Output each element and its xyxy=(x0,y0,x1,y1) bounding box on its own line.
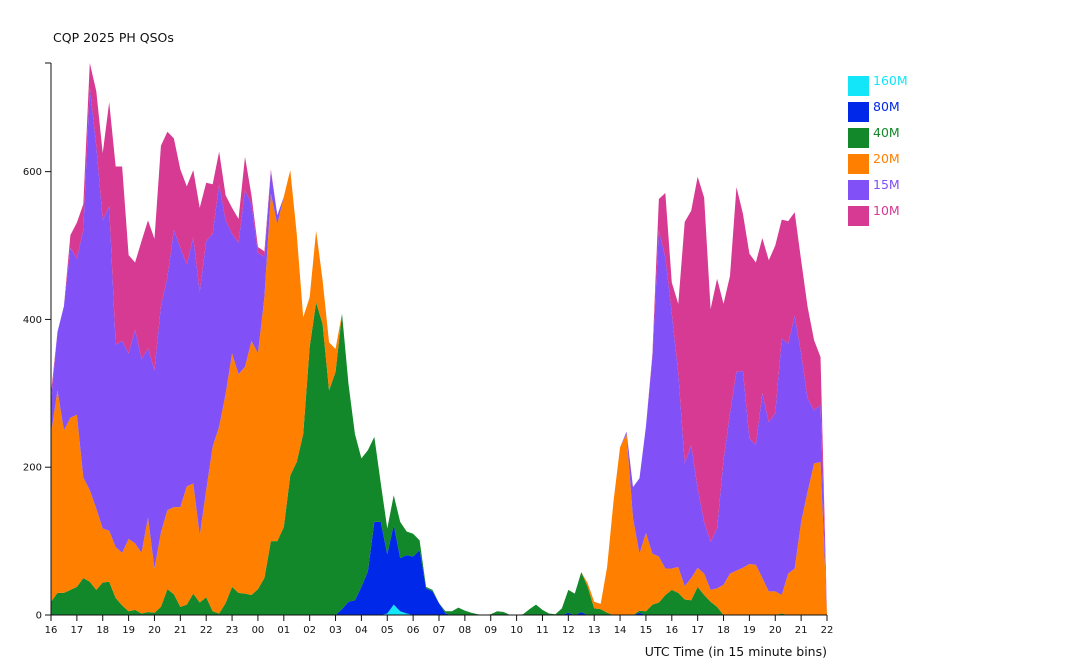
legend-label: 40M xyxy=(873,124,900,140)
legend-label: 15M xyxy=(873,176,900,192)
x-axis-label: UTC Time (in 15 minute bins) xyxy=(644,644,827,659)
chart-title: CQP 2025 PH QSOs xyxy=(53,30,174,45)
x-tick-label: 17 xyxy=(70,625,83,636)
x-tick-label: 08 xyxy=(458,625,471,636)
x-tick-label: 01 xyxy=(277,625,290,636)
legend-item-15m[interactable]: 15M xyxy=(848,177,908,203)
x-tick-label: 23 xyxy=(226,625,239,636)
x-tick-label: 16 xyxy=(665,625,678,636)
x-tick-label: 11 xyxy=(536,625,549,636)
area-series-15m xyxy=(51,87,827,615)
area-series-20m xyxy=(51,170,827,615)
x-tick-label: 21 xyxy=(795,625,808,636)
y-tick-label: 0 xyxy=(36,611,42,622)
legend-item-40m[interactable]: 40M xyxy=(848,125,908,151)
legend-label: 20M xyxy=(873,150,900,166)
x-tick-label: 07 xyxy=(433,625,446,636)
legend-swatch xyxy=(848,180,869,200)
x-tick-label: 19 xyxy=(743,625,756,636)
x-tick-label: 09 xyxy=(484,625,497,636)
x-tick-label: 03 xyxy=(329,625,342,636)
y-tick-label: 600 xyxy=(23,167,42,178)
legend-item-20m[interactable]: 20M xyxy=(848,151,908,177)
legend-label: 160M xyxy=(873,72,908,88)
x-tick-label: 17 xyxy=(691,625,704,636)
legend-item-80m[interactable]: 80M xyxy=(848,99,908,125)
x-tick-label: 19 xyxy=(122,625,135,636)
x-axis: 16 17 18 19 20 21 22 23 00 01 02 03 04 05 06 07 08 09 10 11… xyxy=(45,614,834,636)
legend: 160M 80M 40M 20M 15M 10M xyxy=(848,73,908,229)
legend-swatch xyxy=(848,154,869,174)
x-tick-label: 20 xyxy=(769,625,782,636)
y-tick-label: 200 xyxy=(23,463,42,474)
legend-item-160m[interactable]: 160M xyxy=(848,73,908,99)
x-tick-label: 15 xyxy=(640,625,653,636)
x-tick-label: 12 xyxy=(562,625,575,636)
x-tick-label: 22 xyxy=(200,625,213,636)
x-tick-label: 05 xyxy=(381,625,394,636)
legend-swatch xyxy=(848,128,869,148)
x-tick-label: 20 xyxy=(148,625,161,636)
y-axis: 0 200 400 600 xyxy=(23,62,52,622)
x-tick-label: 04 xyxy=(355,625,368,636)
legend-swatch xyxy=(848,76,869,96)
legend-label: 10M xyxy=(873,202,900,218)
area-layers xyxy=(51,63,827,615)
x-tick-label: 06 xyxy=(407,625,420,636)
x-tick-label: 10 xyxy=(510,625,523,636)
x-tick-label: 00 xyxy=(252,625,265,636)
x-tick-label: 16 xyxy=(45,625,58,636)
x-tick-label: 18 xyxy=(96,625,109,636)
legend-item-10m[interactable]: 10M xyxy=(848,203,908,229)
legend-label: 80M xyxy=(873,98,900,114)
x-tick-label: 21 xyxy=(174,625,187,636)
y-tick-label: 400 xyxy=(23,315,42,326)
x-tick-label: 14 xyxy=(614,625,627,636)
x-tick-label: 13 xyxy=(588,625,601,636)
x-tick-label: 02 xyxy=(303,625,316,636)
x-tick-label: 18 xyxy=(717,625,730,636)
x-tick-label: 22 xyxy=(821,625,834,636)
legend-swatch xyxy=(848,206,869,226)
legend-swatch xyxy=(848,102,869,122)
